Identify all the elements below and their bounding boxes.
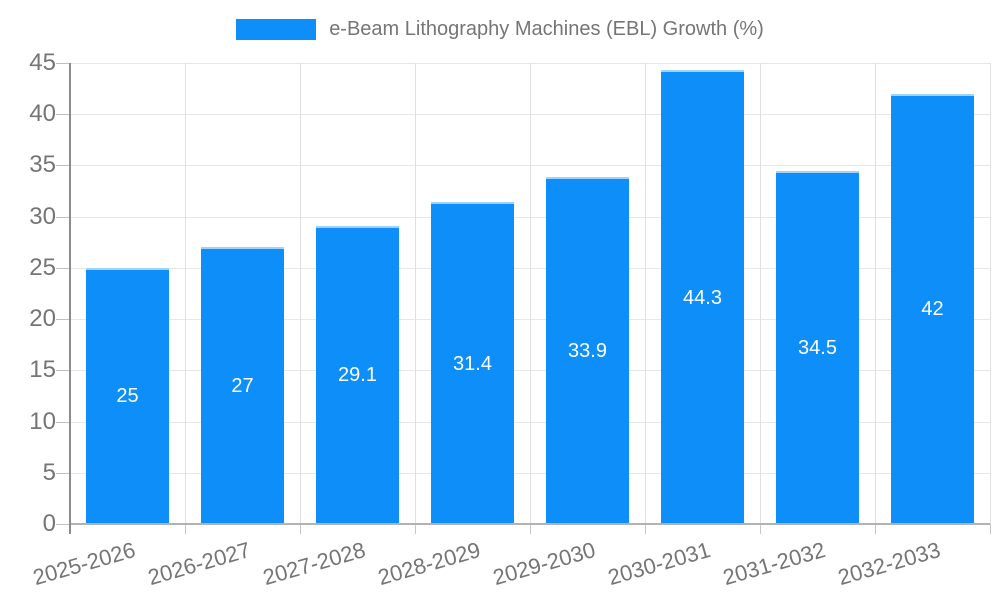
y-axis-tick bbox=[56, 370, 70, 372]
x-axis-tick bbox=[875, 524, 876, 534]
bar-2029-2030[interactable]: 33.9 bbox=[546, 176, 629, 524]
bar-value-label: 44.3 bbox=[683, 286, 722, 309]
bar-value-label: 42 bbox=[921, 298, 944, 321]
legend-label: e-Beam Lithography Machines (EBL) Growth… bbox=[329, 18, 764, 40]
y-axis-label: 15 bbox=[29, 356, 56, 384]
y-axis-label: 20 bbox=[29, 305, 56, 333]
y-axis-tick bbox=[56, 524, 70, 525]
x-axis-tick bbox=[415, 524, 416, 534]
y-axis-label: 45 bbox=[29, 49, 56, 76]
x-axis-label: 2028-2029 bbox=[375, 537, 484, 591]
y-axis-label: 35 bbox=[29, 151, 56, 179]
gridline-vertical bbox=[645, 63, 646, 524]
y-axis-label: 0 bbox=[42, 510, 56, 537]
x-axis-label: 2029-2030 bbox=[490, 537, 599, 591]
bar-value-label: 34.5 bbox=[798, 336, 837, 359]
gridline-vertical bbox=[530, 63, 531, 524]
bar-value-label: 31.4 bbox=[453, 352, 492, 375]
x-axis-tick bbox=[760, 524, 761, 534]
bar-2031-2032[interactable]: 34.5 bbox=[776, 170, 859, 524]
bar-2028-2029[interactable]: 31.4 bbox=[431, 202, 514, 524]
gridline-vertical bbox=[185, 63, 186, 524]
y-axis-tick bbox=[56, 267, 70, 269]
x-axis-tick bbox=[300, 524, 301, 534]
bar-2027-2028[interactable]: 29.1 bbox=[316, 225, 399, 524]
gridline-vertical bbox=[990, 63, 991, 524]
y-axis-label: 40 bbox=[29, 100, 56, 128]
y-axis-label: 5 bbox=[42, 458, 56, 486]
gridline-vertical bbox=[875, 63, 876, 524]
y-axis-tick bbox=[56, 114, 70, 116]
bar-2030-2031[interactable]: 44.3 bbox=[661, 70, 744, 524]
y-axis-line bbox=[69, 63, 71, 534]
y-axis-label: 25 bbox=[29, 253, 56, 281]
legend-item[interactable]: e-Beam Lithography Machines (EBL) Growth… bbox=[0, 18, 1000, 41]
bar-value-label: 25 bbox=[116, 385, 139, 408]
x-axis-tick bbox=[185, 524, 186, 534]
x-axis-tick bbox=[530, 524, 531, 534]
x-axis-label: 2031-2032 bbox=[720, 537, 829, 591]
x-axis-label: 2030-2031 bbox=[605, 537, 714, 591]
y-axis-label: 30 bbox=[29, 202, 56, 230]
bar-2032-2033[interactable]: 42 bbox=[891, 93, 974, 524]
legend-swatch bbox=[236, 19, 317, 40]
y-axis-tick bbox=[56, 165, 70, 167]
bar-2026-2027[interactable]: 27 bbox=[201, 247, 284, 524]
y-axis-label: 10 bbox=[29, 407, 56, 435]
x-axis-label: 2025-2026 bbox=[30, 537, 139, 591]
x-axis-label: 2032-2033 bbox=[835, 537, 944, 591]
y-axis-tick bbox=[56, 216, 70, 218]
bar-value-label: 27 bbox=[231, 375, 254, 398]
x-axis-tick bbox=[645, 524, 646, 534]
x-axis-label: 2026-2027 bbox=[145, 537, 254, 591]
y-axis-tick bbox=[56, 472, 70, 474]
y-axis-tick bbox=[56, 63, 70, 64]
gridline-vertical bbox=[415, 63, 416, 524]
bar-2025-2026[interactable]: 25 bbox=[86, 267, 169, 524]
plot-area: 25 27 29.1 31.4 33.9 44.3 34.5 42 bbox=[56, 63, 991, 534]
bar-value-label: 29.1 bbox=[338, 364, 377, 387]
x-axis-baseline bbox=[70, 523, 990, 525]
gridline-vertical bbox=[760, 63, 761, 524]
x-axis-label: 2027-2028 bbox=[260, 537, 369, 591]
x-axis-tick bbox=[990, 524, 991, 534]
y-axis-tick bbox=[56, 421, 70, 423]
gridline-vertical bbox=[300, 63, 301, 524]
bar-value-label: 33.9 bbox=[568, 339, 607, 362]
y-axis-tick bbox=[56, 319, 70, 321]
